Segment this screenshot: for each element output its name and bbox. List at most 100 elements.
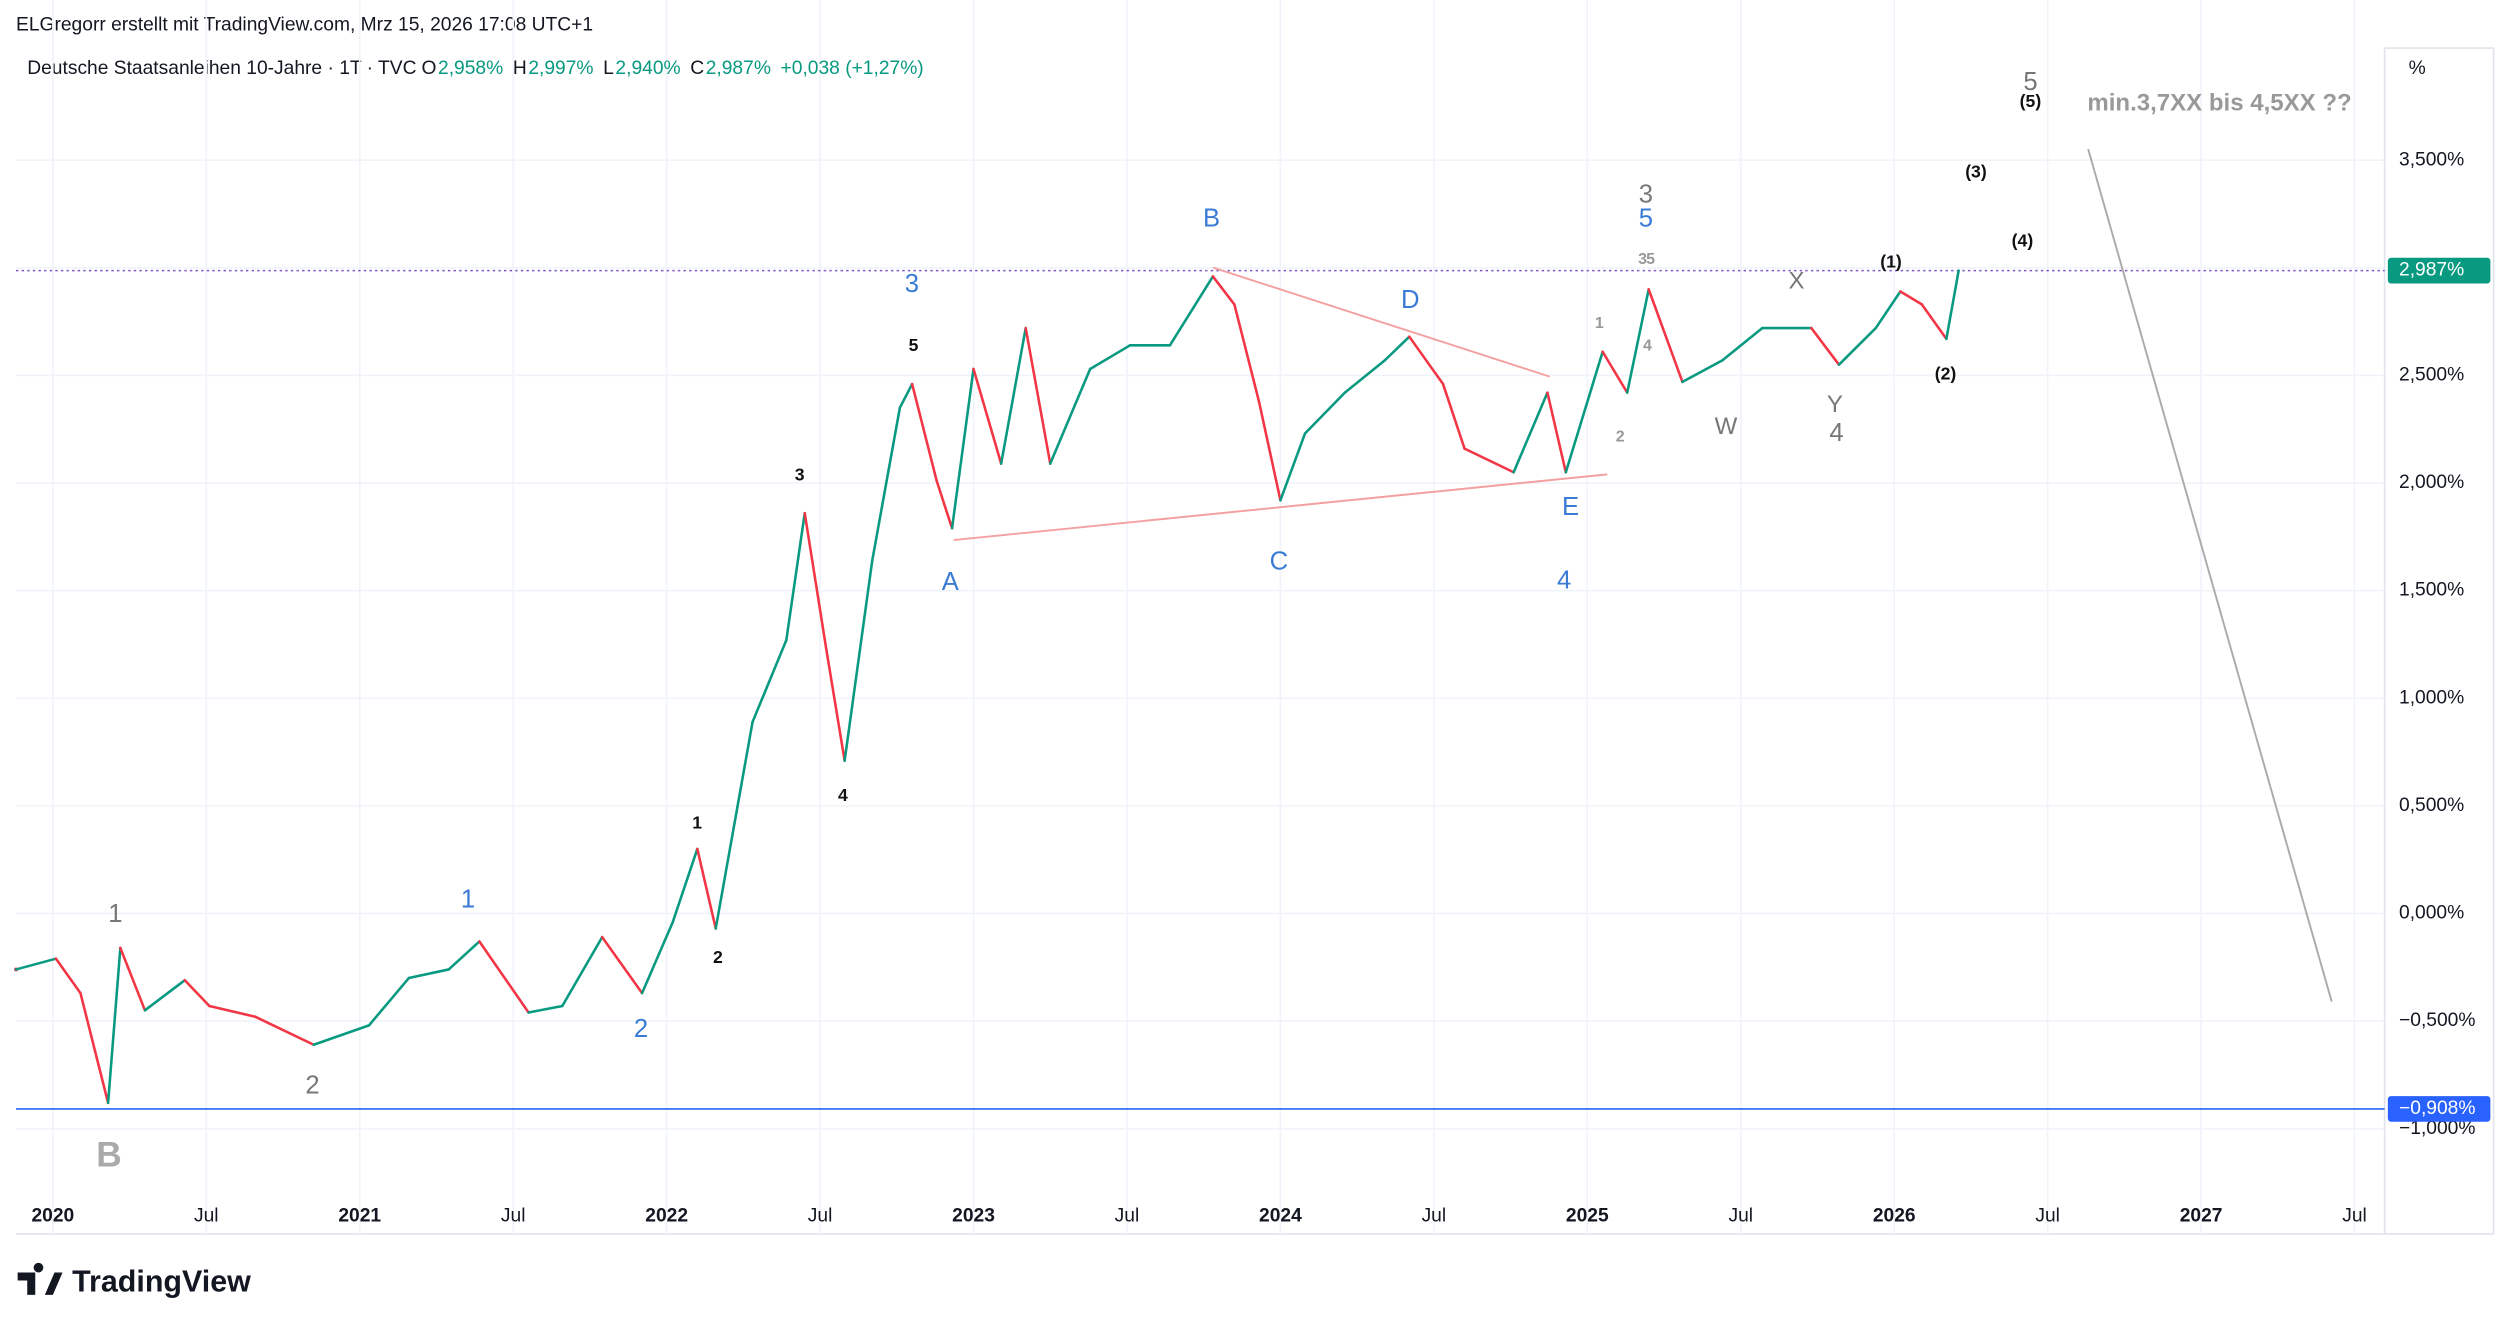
price-segment (1945, 269, 1960, 341)
price-segment (1441, 382, 1466, 450)
price-segment (843, 559, 874, 762)
attribution: ELGregorr erstellt mit TradingView.com, … (16, 15, 593, 36)
x-tick-label: 2024 (1259, 1205, 1302, 1226)
price-segment (106, 946, 122, 1105)
x-tick-label: Jul (501, 1205, 526, 1226)
price-segment (119, 946, 147, 1012)
ohlc-value: 2,997% (528, 58, 593, 79)
y-tick-label: 1,500% (2399, 580, 2464, 601)
wave-label: 1 (692, 812, 702, 832)
y-tick-label: 0,500% (2399, 795, 2464, 816)
wave-label: 5 (1639, 204, 1653, 232)
price-segment (527, 1004, 564, 1014)
price-segment (1233, 303, 1261, 403)
price-segment (1512, 391, 1549, 474)
wave-label: 1 (1595, 314, 1604, 332)
price-segment (950, 367, 975, 530)
price-segment (1899, 290, 1924, 306)
projection-line (2087, 148, 2333, 1002)
x-tick-label: Jul (1115, 1205, 1140, 1226)
plot (14, 0, 2385, 1234)
wave-label: 5 (1646, 250, 1655, 268)
wave-label: (4) (2012, 231, 2034, 251)
y-tick-label: 3,500% (2399, 149, 2464, 170)
price-segment (1681, 359, 1724, 384)
price-segment (803, 511, 828, 651)
price-segment (312, 1024, 371, 1047)
wave-label: 4 (1829, 419, 1843, 447)
price-segment (1721, 326, 1764, 362)
wave-label: X (1788, 267, 1804, 294)
price-segment (1874, 290, 1902, 330)
price-segment (208, 1004, 257, 1019)
x-tick-label: Jul (194, 1205, 219, 1226)
wave-label: 3 (1638, 250, 1647, 268)
wave-label: 5 (2023, 68, 2037, 96)
wave-label: B (96, 1135, 121, 1174)
x-tick-label: Jul (1422, 1205, 1447, 1226)
y-tick-label: −0,500% (2399, 1010, 2475, 1031)
price-segment (447, 940, 481, 971)
price-segment (254, 1015, 315, 1047)
wave-label: 2 (713, 947, 723, 967)
price-segment (1024, 326, 1052, 465)
price-segment (1383, 335, 1411, 362)
y-tick-label: 0,000% (2399, 903, 2464, 924)
wave-label: 4 (838, 785, 848, 805)
wave-label: W (1715, 413, 1738, 440)
price-segment (1920, 303, 1948, 341)
ohlc-value: 2,940% (615, 58, 680, 79)
price-segment (1168, 275, 1215, 347)
x-tick-label: Jul (1728, 1205, 1753, 1226)
price-segment (1279, 432, 1307, 502)
price-tag-label: 2,987% (2399, 260, 2464, 281)
price-segment (1810, 326, 1841, 366)
price-segment (407, 968, 451, 980)
price-segment (54, 957, 82, 995)
trend-line (1212, 266, 1550, 378)
x-tick-label: 2025 (1566, 1205, 1609, 1226)
price-segment (478, 940, 530, 1014)
x-tick-label: 2026 (1873, 1205, 1916, 1226)
price-segment (1048, 367, 1092, 465)
ohlc-key: C (690, 58, 704, 79)
wave-label: E (1562, 493, 1579, 521)
price-segment (935, 479, 954, 530)
x-tick-label: Jul (808, 1205, 833, 1226)
wave-label: 1 (461, 885, 475, 913)
price-segment (561, 935, 604, 1008)
ohlc-key: O (421, 58, 436, 79)
wave-label: 1 (108, 900, 122, 928)
ohlc-value: 2,958% (438, 58, 503, 79)
price-segment (751, 638, 788, 724)
price-segment (999, 326, 1027, 465)
price-segment (143, 978, 187, 1012)
price-segment (910, 382, 938, 483)
x-tick-label: 2020 (31, 1205, 74, 1226)
price-segment (1647, 288, 1684, 384)
price-segment (1601, 350, 1629, 394)
wave-label: B (1203, 204, 1220, 232)
price-segment (1303, 391, 1347, 435)
wave-label: 5 (909, 335, 919, 355)
wave-label: (1) (1880, 251, 1902, 271)
wave-label: 4 (1557, 566, 1571, 594)
wave-label: min.3,7XX bis 4,5XX ?? (2087, 90, 2351, 117)
wave-label: (5) (2020, 91, 2042, 111)
price-segment (1625, 288, 1650, 394)
ohlc-value: 2,987% (706, 58, 771, 79)
price-segment (1408, 335, 1445, 386)
wave-label: 4 (1643, 336, 1652, 354)
price-segment (1343, 359, 1387, 394)
price-segment (1211, 275, 1236, 306)
price-segment (1837, 326, 1878, 366)
price-segment (671, 847, 699, 924)
wave-label: 3 (905, 270, 919, 298)
price-segment (870, 406, 902, 562)
change: +0,038 (+1,27%) (781, 58, 924, 79)
price-segment (785, 511, 807, 642)
x-tick-label: 2022 (645, 1205, 688, 1226)
